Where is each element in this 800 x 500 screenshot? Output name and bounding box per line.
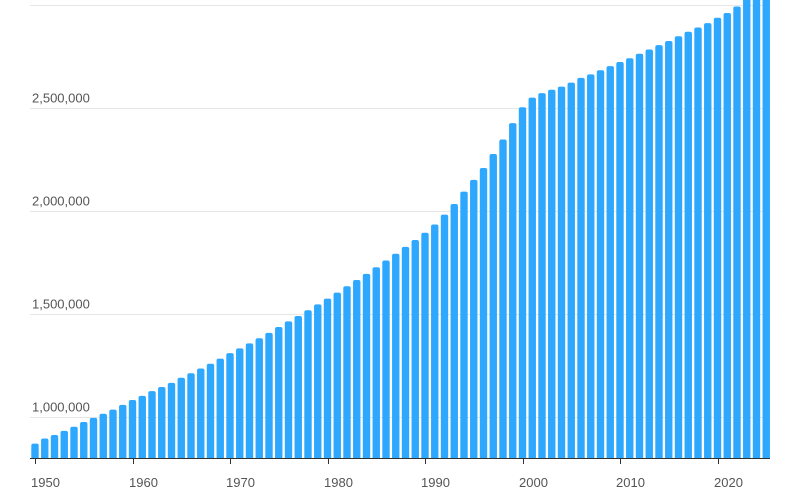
bar (567, 82, 575, 459)
bar (148, 391, 156, 458)
x-tick-label: 1970 (226, 475, 255, 490)
bar (99, 413, 107, 458)
bar (323, 298, 332, 458)
bar (206, 363, 215, 458)
bar (723, 13, 731, 458)
bar (733, 6, 741, 458)
bar (265, 332, 273, 458)
bar (216, 358, 224, 458)
bar (509, 123, 517, 459)
bar (187, 373, 195, 458)
bar (70, 426, 78, 458)
bar (694, 27, 702, 458)
bar (616, 62, 624, 458)
y-tick-label: 1,500,000 (32, 297, 90, 312)
bar (606, 66, 614, 458)
bar (762, 0, 770, 458)
bar (587, 74, 595, 458)
bar (635, 53, 644, 459)
bar (284, 321, 293, 458)
bar (538, 93, 546, 458)
x-tick-label: 1990 (421, 475, 450, 490)
bar (752, 0, 761, 458)
bar (362, 273, 371, 458)
bar (489, 153, 497, 458)
y-tick-label: 1,000,000 (32, 400, 90, 415)
bar (128, 399, 137, 458)
bar (372, 267, 380, 458)
bar (197, 368, 205, 458)
bar (655, 45, 663, 458)
bar (674, 36, 683, 459)
bar (411, 239, 419, 458)
bar (353, 280, 361, 458)
x-tick-label: 2020 (714, 475, 743, 490)
x-tick-label: 1980 (324, 475, 353, 490)
bar (626, 58, 634, 458)
x-tick-label: 1950 (31, 475, 60, 490)
bar (704, 23, 712, 459)
bar (119, 404, 127, 458)
x-tick-label: 1960 (129, 475, 158, 490)
bar (343, 286, 351, 458)
bar (275, 326, 283, 458)
bar (431, 224, 439, 458)
bar (226, 353, 234, 458)
bar (109, 409, 117, 458)
bar (31, 443, 39, 458)
bar (743, 0, 751, 458)
bar (460, 191, 468, 458)
bar (167, 382, 176, 458)
bar (684, 31, 692, 458)
bar (158, 387, 166, 458)
bar (596, 70, 605, 458)
y-axis-tick-labels: 1,000,000 1,500,000 2,000,000 2,500,000 (32, 91, 90, 415)
bar (450, 203, 458, 458)
y-tick-label: 2,500,000 (32, 91, 90, 106)
bar (255, 338, 263, 458)
bar (382, 260, 390, 458)
bar (421, 232, 429, 458)
x-axis-ticks: 1950 1960 1970 1980 1990 2000 2010 2020 (31, 458, 743, 490)
bar (645, 49, 653, 459)
bar (333, 292, 341, 458)
bar (518, 107, 527, 458)
bar (41, 438, 49, 458)
bar (294, 316, 302, 458)
bar (80, 422, 88, 458)
bar (470, 179, 478, 459)
bar (236, 348, 244, 458)
bar (60, 430, 68, 458)
bar (528, 97, 536, 459)
bar (401, 246, 410, 458)
bar (392, 253, 400, 458)
bar (138, 395, 146, 458)
x-tick-label: 2010 (616, 475, 645, 490)
bar (50, 434, 59, 458)
bar (577, 77, 585, 458)
x-tick-label: 2000 (519, 475, 548, 490)
bars (31, 0, 770, 459)
y-tick-label: 2,000,000 (32, 194, 90, 209)
bar (245, 343, 254, 458)
bar (499, 139, 507, 458)
bar (177, 377, 185, 458)
bar (479, 167, 488, 458)
bar (440, 214, 449, 458)
bar (665, 41, 673, 458)
bar (314, 304, 322, 458)
bar (548, 89, 556, 459)
bar (557, 86, 566, 458)
bar (713, 17, 722, 459)
bar (89, 417, 98, 458)
bar (304, 310, 312, 458)
